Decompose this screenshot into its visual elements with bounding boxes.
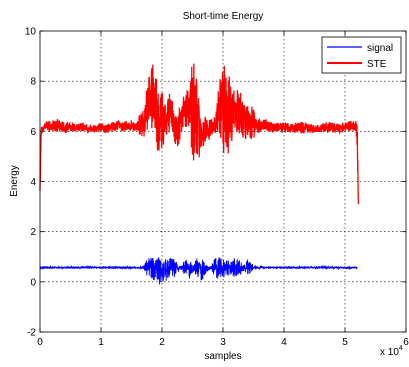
x-tick-label: 1 <box>98 337 104 348</box>
y-tick-label: 4 <box>30 177 36 188</box>
y-tick-label: 6 <box>30 127 36 138</box>
y-tick-label: 0 <box>30 277 36 288</box>
x-tick-label: 6 <box>403 337 409 348</box>
legend-box <box>321 36 402 74</box>
x-exponent-label: x 104 <box>380 345 403 358</box>
y-tick-label: 8 <box>30 77 36 88</box>
series-group <box>39 63 360 285</box>
legend-label-ste: STE <box>367 59 387 70</box>
y-tick-label: 10 <box>25 27 37 38</box>
legend-label-signal: signal <box>367 43 393 54</box>
x-exponent-base: x 10 <box>380 347 399 358</box>
y-tick-label: 2 <box>30 227 36 238</box>
y-tick-label: -2 <box>27 328 36 339</box>
x-tick-label: 4 <box>281 337 287 348</box>
legend: signal STE <box>321 36 402 74</box>
plot-area-frame <box>39 30 407 333</box>
x-tick-label: 5 <box>342 337 348 348</box>
x-axis-label: samples <box>204 351 241 362</box>
x-exponent-power: 4 <box>399 345 403 352</box>
x-tick-label: 2 <box>159 337 165 348</box>
series-signal <box>39 257 358 285</box>
series-ste <box>39 63 360 205</box>
x-tick-label: 0 <box>37 337 43 348</box>
chart-title: Short-time Energy <box>183 11 264 22</box>
x-tick-label: 3 <box>220 337 226 348</box>
series-line-signal <box>39 257 358 285</box>
series-line-ste <box>39 63 360 205</box>
y-axis-label: Energy <box>9 165 20 197</box>
